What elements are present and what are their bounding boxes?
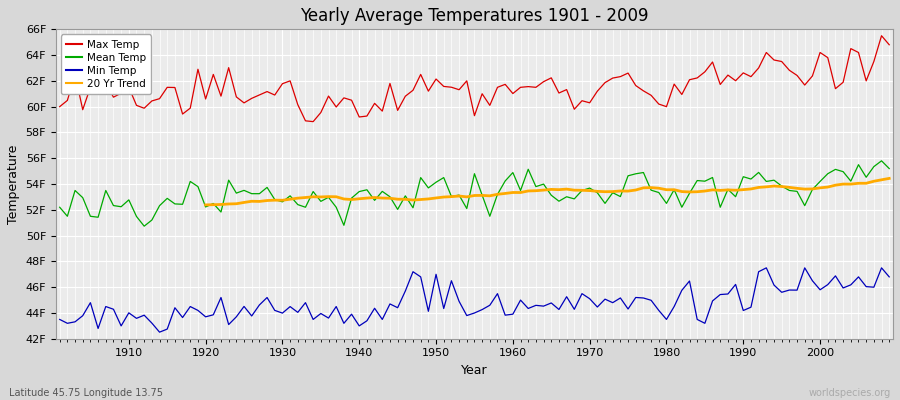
Legend: Max Temp, Mean Temp, Min Temp, 20 Yr Trend: Max Temp, Mean Temp, Min Temp, 20 Yr Tre… (61, 34, 151, 94)
Y-axis label: Temperature: Temperature (7, 144, 20, 224)
Text: Latitude 45.75 Longitude 13.75: Latitude 45.75 Longitude 13.75 (9, 388, 163, 398)
Text: worldspecies.org: worldspecies.org (809, 388, 891, 398)
X-axis label: Year: Year (461, 364, 488, 377)
Title: Yearly Average Temperatures 1901 - 2009: Yearly Average Temperatures 1901 - 2009 (301, 7, 649, 25)
